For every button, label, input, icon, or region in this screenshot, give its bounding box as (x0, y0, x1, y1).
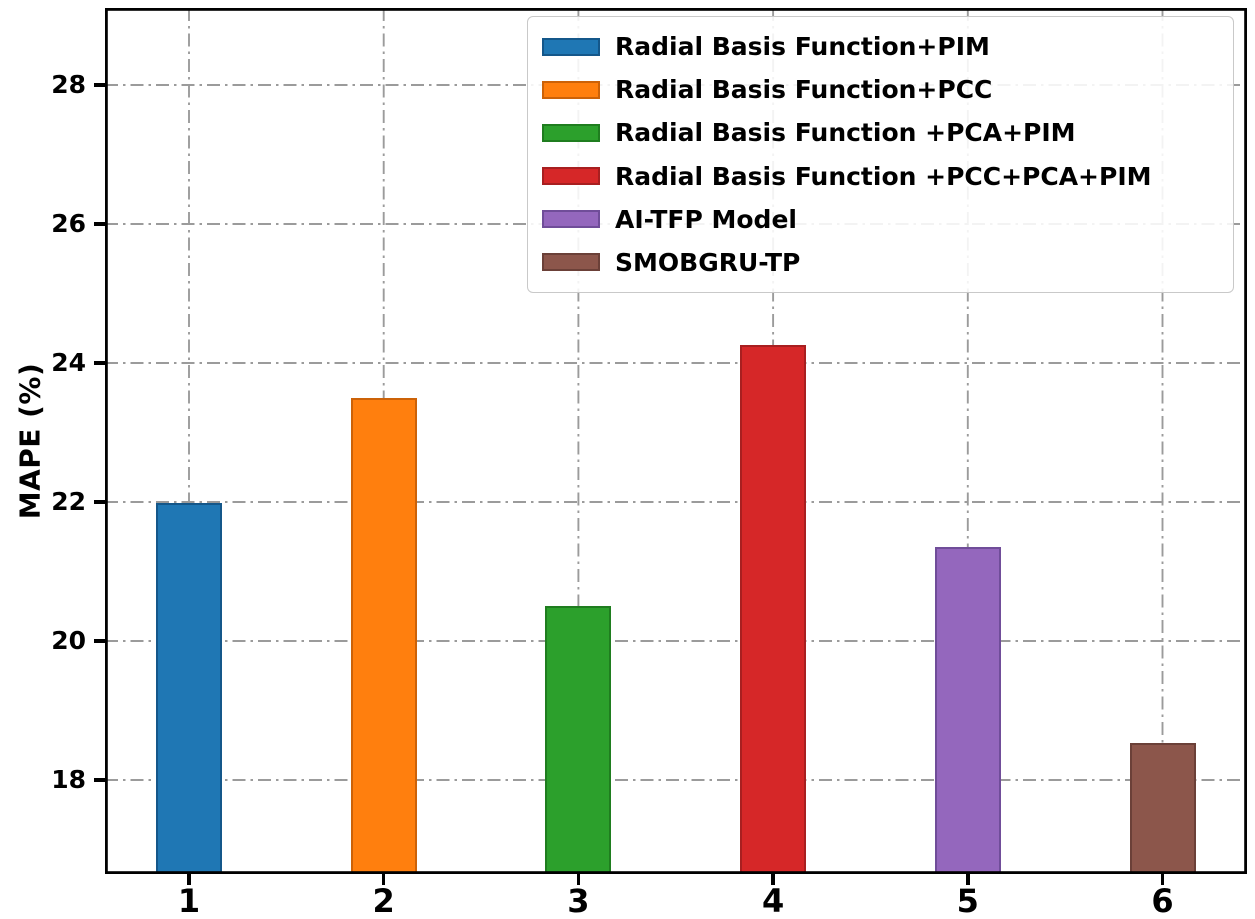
legend: Radial Basis Function+PIM Radial Basis F… (527, 16, 1234, 293)
xtick-label-6: 6 (1151, 882, 1174, 919)
ytick-label-28: 28 (51, 70, 86, 99)
y-tick-mark (94, 361, 105, 365)
bar-2 (350, 397, 417, 874)
x-tick-mark (187, 874, 191, 885)
legend-label: SMOBGRU-TP (615, 247, 801, 277)
ytick-label-26: 26 (51, 209, 86, 238)
legend-item: Radial Basis Function +PCC+PCA+PIM (542, 164, 1223, 189)
y-tick-mark (94, 222, 105, 226)
legend-item: Radial Basis Function+PIM (542, 34, 1223, 59)
axes-border (105, 8, 1247, 874)
legend-swatch-purple (542, 210, 600, 229)
plot-area (105, 8, 1247, 874)
legend-item: Radial Basis Function+PCC (542, 77, 1223, 102)
legend-item: Radial Basis Function +PCA+PIM (542, 120, 1223, 145)
xtick-label-1: 1 (177, 882, 201, 919)
y-tick-mark (94, 83, 105, 87)
legend-label: Radial Basis Function+PIM (615, 32, 990, 62)
ytick-label-20: 20 (51, 626, 86, 655)
x-tick-mark (771, 874, 775, 885)
xtick-label-3: 3 (567, 882, 590, 919)
xtick-label-5: 5 (956, 882, 979, 919)
legend-item: SMOBGRU-TP (542, 250, 1223, 275)
legend-swatch-blue (542, 37, 600, 56)
x-tick-mark (381, 874, 386, 885)
ytick-label-22: 22 (51, 487, 86, 516)
ytick-label-18: 18 (51, 765, 86, 794)
xtick-label-2: 2 (372, 882, 395, 919)
x-tick-mark (1160, 874, 1165, 885)
bars (105, 8, 1247, 874)
bar-5 (934, 547, 1001, 874)
bar-1 (156, 503, 222, 874)
y-tick-mark (94, 500, 105, 504)
bar-4 (740, 344, 807, 874)
legend-label: Radial Basis Function+PCC (615, 75, 993, 105)
legend-label: AI-TFP Model (615, 204, 797, 234)
ytick-label-24: 24 (51, 348, 86, 377)
x-tick-mark (576, 874, 581, 885)
legend-swatch-red (542, 167, 600, 186)
legend-label: Radial Basis Function +PCC+PCA+PIM (615, 161, 1152, 191)
legend-label: Radial Basis Function +PCA+PIM (615, 118, 1076, 148)
y-tick-mark (94, 778, 105, 782)
legend-swatch-orange (542, 80, 600, 99)
legend-item: AI-TFP Model (542, 207, 1223, 232)
legend-swatch-brown (542, 253, 600, 272)
xtick-label-4: 4 (761, 882, 785, 919)
y-tick-mark (94, 639, 105, 643)
bar-3 (545, 606, 612, 874)
x-tick-mark (966, 874, 970, 885)
bar-6 (1129, 743, 1196, 874)
legend-swatch-green (542, 123, 600, 142)
